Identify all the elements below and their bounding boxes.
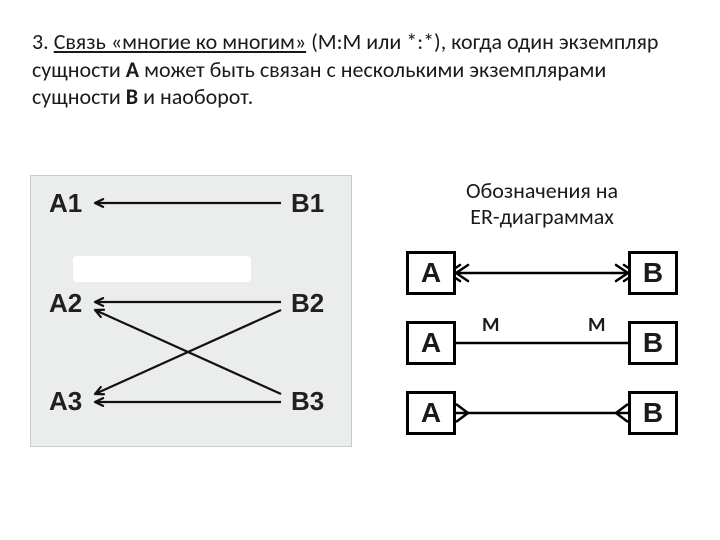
title-underlined: Связь «многие ко многим» xyxy=(54,28,306,55)
description-paragraph: 3. Связь «многие ко многим» (М:М или *:*… xyxy=(32,28,688,111)
text-tail: и наоборот. xyxy=(138,83,253,110)
instance-diagram-panel: A1 B1 A2 B2 A3 B3 xyxy=(30,175,352,447)
item-number: 3. xyxy=(32,28,49,55)
er-title-line2: ER-диаграммах xyxy=(470,203,614,230)
instance-label-A3: A3 xyxy=(49,386,82,417)
instance-label-B3: B3 xyxy=(291,386,324,417)
er-box-b-2: B xyxy=(628,391,678,435)
entity-b-bold: В xyxy=(126,83,138,110)
er-notation-panel: Обозначения на ER-диаграммах A B A B M M… xyxy=(382,178,702,451)
er-box-b-0: B xyxy=(628,251,678,295)
entity-a-bold: А xyxy=(126,56,139,83)
instance-label-A2: A2 xyxy=(49,288,82,319)
instance-label-B2: B2 xyxy=(291,288,324,319)
er-m-right: M xyxy=(588,313,605,337)
er-row-mm: A B M M xyxy=(382,311,702,375)
er-box-a-0: A xyxy=(406,251,456,295)
instance-label-A1: A1 xyxy=(49,188,82,219)
slide-page: 3. Связь «многие ко многим» (М:М или *:*… xyxy=(0,0,720,540)
er-m-left: M xyxy=(482,313,499,337)
er-box-a-1: A xyxy=(406,321,456,365)
er-row-crowsfoot: A B xyxy=(382,381,702,445)
er-title-line1: Обозначения на xyxy=(466,177,618,204)
instance-label-B1: B1 xyxy=(291,188,324,219)
er-row-double-arrow: A B xyxy=(382,241,702,305)
er-notation-title: Обозначения на ER-диаграммах xyxy=(382,178,702,231)
er-box-a-2: A xyxy=(406,391,456,435)
er-box-b-1: B xyxy=(628,321,678,365)
